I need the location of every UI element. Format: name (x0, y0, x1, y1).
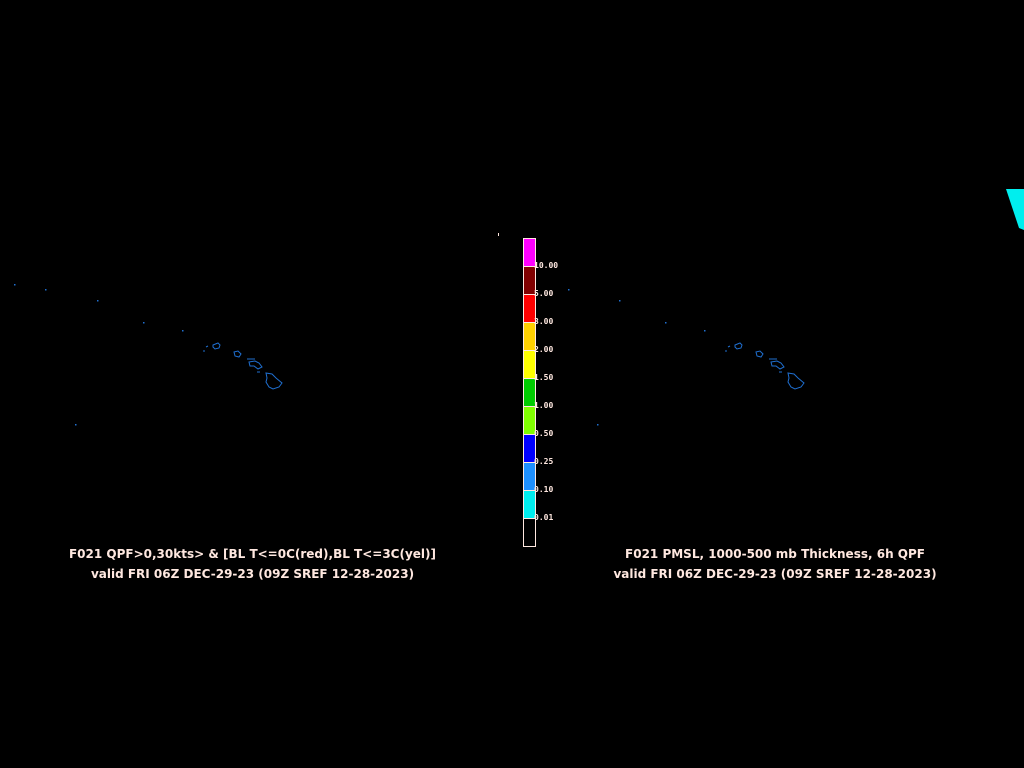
colorbar-swatch (524, 239, 535, 267)
colorbar-swatch (524, 351, 535, 379)
colorbar-swatch (524, 491, 535, 519)
colorbar-swatch (524, 295, 535, 323)
right-title-line2: valid FRI 06Z DEC-29-23 (09Z SREF 12-28-… (613, 567, 937, 581)
colorbar-swatch (524, 519, 535, 546)
colorbar-swatch (524, 463, 535, 491)
colorbar-label: 10.00 (534, 261, 559, 270)
colorbar-swatch (524, 267, 535, 295)
qpf-shading (1006, 189, 1024, 230)
colorbar-label: 2.00 (534, 345, 554, 354)
right-title-line1: F021 PMSL, 1000-500 mb Thickness, 6h QPF (625, 547, 925, 561)
colorbar-swatch (524, 435, 535, 463)
hawaii-coastline-left (14, 284, 283, 426)
colorbar-label: 0.01 (534, 513, 554, 522)
colorbar-label: 0.50 (534, 429, 554, 438)
qpf-colorbar (523, 238, 536, 547)
colorbar-label: 0.25 (534, 457, 554, 466)
right-panel-title: F021 PMSL, 1000-500 mb Thickness, 6h QPF… (560, 544, 990, 584)
colorbar-label: 1.50 (534, 373, 554, 382)
colorbar-swatch (524, 407, 535, 435)
colorbar-label: 0.10 (534, 485, 554, 494)
marker-tick (498, 233, 499, 236)
colorbar-label: 1.00 (534, 401, 554, 410)
left-title-line1: F021 QPF>0,30kts> & [BL T<=0C(red),BL T<… (68, 547, 437, 561)
colorbar-label: 3.00 (534, 317, 554, 326)
colorbar-swatch (524, 323, 535, 351)
colorbar-swatch (524, 379, 535, 407)
left-panel-title: F021 QPF>0,30kts> & [BL T<=0C(red),BL T<… (40, 544, 465, 584)
hawaii-coastline-right (568, 289, 805, 426)
colorbar-label: 5.00 (534, 289, 554, 298)
left-title-line2: valid FRI 06Z DEC-29-23 (09Z SREF 12-28-… (90, 567, 415, 581)
